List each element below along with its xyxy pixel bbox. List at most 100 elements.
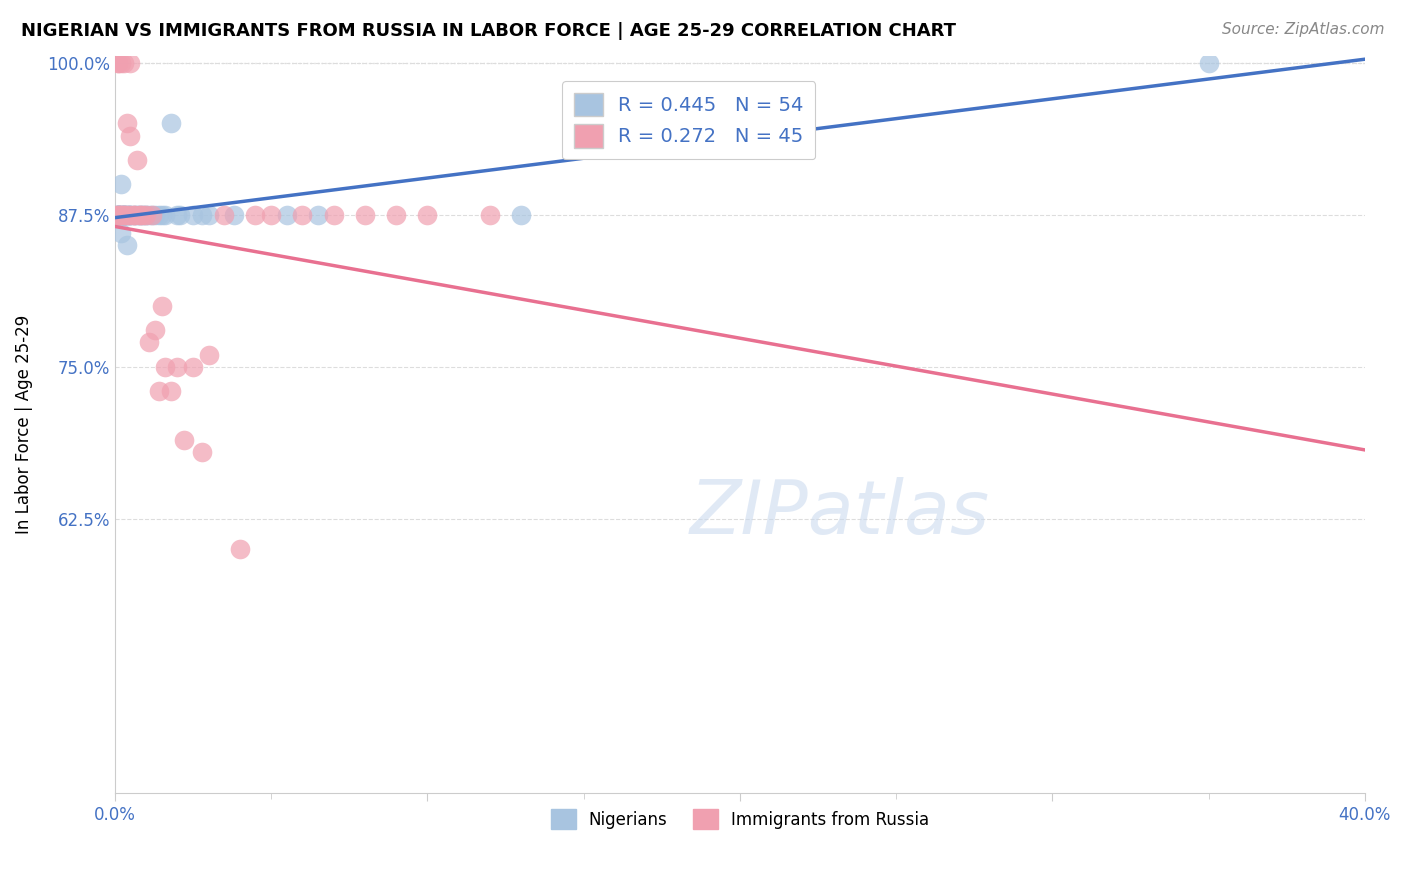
- Point: [416, 208, 439, 222]
- Point: [112, 208, 135, 222]
- Point: [112, 208, 135, 222]
- Point: [120, 55, 142, 70]
- Point: [132, 208, 155, 222]
- Point: [128, 208, 150, 222]
- Point: [110, 208, 132, 222]
- Point: [110, 178, 132, 192]
- Point: [181, 208, 204, 222]
- Text: Source: ZipAtlas.com: Source: ZipAtlas.com: [1222, 22, 1385, 37]
- Point: [150, 299, 173, 313]
- Point: [105, 208, 128, 222]
- Point: [108, 208, 131, 222]
- Point: [138, 335, 160, 350]
- Point: [122, 208, 145, 222]
- Point: [191, 208, 214, 222]
- Point: [120, 208, 142, 222]
- Point: [110, 208, 132, 222]
- Point: [107, 208, 129, 222]
- Point: [145, 208, 167, 222]
- Point: [160, 116, 183, 130]
- Point: [260, 208, 283, 222]
- Point: [135, 208, 157, 222]
- Point: [110, 226, 132, 240]
- Point: [478, 208, 501, 222]
- Text: ZIPatlas: ZIPatlas: [690, 477, 990, 549]
- Point: [122, 208, 145, 222]
- Point: [117, 238, 139, 252]
- Point: [245, 208, 267, 222]
- Point: [222, 208, 245, 222]
- Point: [153, 208, 176, 222]
- Point: [117, 208, 139, 222]
- Point: [169, 208, 191, 222]
- Point: [153, 359, 176, 374]
- Point: [166, 208, 188, 222]
- Point: [122, 208, 145, 222]
- Point: [197, 348, 219, 362]
- Point: [117, 208, 139, 222]
- Point: [353, 208, 375, 222]
- Point: [138, 208, 160, 222]
- Point: [114, 208, 136, 222]
- Point: [107, 208, 129, 222]
- Point: [107, 208, 129, 222]
- Point: [197, 208, 219, 222]
- Point: [120, 208, 142, 222]
- Point: [150, 208, 173, 222]
- Point: [191, 445, 214, 459]
- Point: [105, 208, 128, 222]
- Point: [108, 208, 131, 222]
- Point: [111, 208, 134, 222]
- Point: [166, 359, 188, 374]
- Point: [112, 55, 135, 70]
- Point: [1198, 55, 1220, 70]
- Legend: Nigerians, Immigrants from Russia: Nigerians, Immigrants from Russia: [544, 802, 936, 836]
- Point: [141, 208, 163, 222]
- Point: [120, 208, 142, 222]
- Point: [125, 153, 148, 167]
- Point: [385, 208, 408, 222]
- Point: [107, 208, 129, 222]
- Point: [132, 208, 155, 222]
- Y-axis label: In Labor Force | Age 25-29: In Labor Force | Age 25-29: [15, 315, 32, 534]
- Point: [105, 208, 128, 222]
- Point: [125, 208, 148, 222]
- Point: [173, 433, 195, 447]
- Point: [120, 128, 142, 143]
- Point: [111, 208, 134, 222]
- Point: [128, 208, 150, 222]
- Point: [229, 542, 252, 557]
- Point: [510, 208, 533, 222]
- Point: [112, 208, 135, 222]
- Point: [108, 208, 131, 222]
- Point: [107, 208, 129, 222]
- Point: [117, 116, 139, 130]
- Point: [112, 208, 135, 222]
- Point: [145, 323, 167, 337]
- Point: [128, 208, 150, 222]
- Point: [212, 208, 235, 222]
- Point: [118, 208, 141, 222]
- Point: [132, 208, 155, 222]
- Point: [160, 384, 183, 398]
- Point: [110, 208, 132, 222]
- Point: [117, 208, 139, 222]
- Point: [128, 208, 150, 222]
- Point: [148, 384, 170, 398]
- Point: [135, 208, 157, 222]
- Point: [141, 208, 163, 222]
- Point: [307, 208, 329, 222]
- Point: [728, 116, 751, 130]
- Point: [112, 208, 135, 222]
- Text: NIGERIAN VS IMMIGRANTS FROM RUSSIA IN LABOR FORCE | AGE 25-29 CORRELATION CHART: NIGERIAN VS IMMIGRANTS FROM RUSSIA IN LA…: [21, 22, 956, 40]
- Point: [322, 208, 344, 222]
- Point: [112, 208, 135, 222]
- Point: [110, 55, 132, 70]
- Point: [125, 208, 148, 222]
- Point: [135, 208, 157, 222]
- Point: [107, 55, 129, 70]
- Point: [107, 55, 129, 70]
- Point: [148, 208, 170, 222]
- Point: [122, 208, 145, 222]
- Point: [110, 208, 132, 222]
